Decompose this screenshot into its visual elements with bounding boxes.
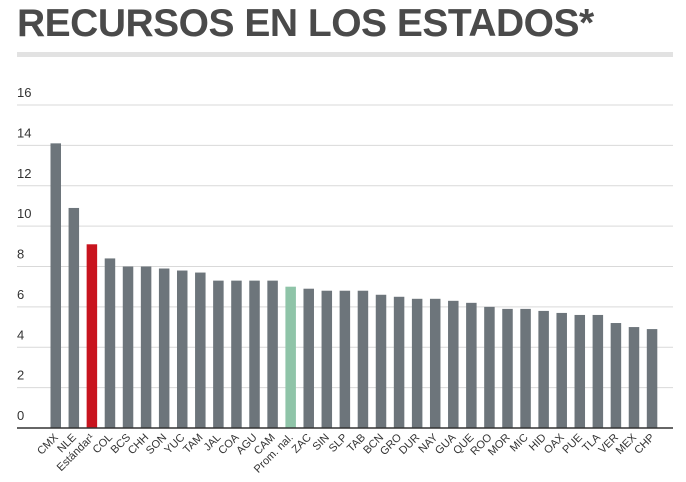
bar-prom-nal	[285, 286, 296, 428]
y-tick-label: 12	[17, 166, 31, 181]
bar-tam	[195, 272, 206, 428]
bar-yuc	[176, 270, 188, 428]
bar-tab	[357, 290, 369, 428]
bar-ver	[610, 323, 622, 428]
y-axis-ticks: 0 2 4 6 8 10 12 14 16	[17, 85, 31, 423]
bar-roo	[484, 306, 495, 428]
x-tick-label: SIN	[310, 432, 331, 453]
x-axis-labels: CMXNLEEstándar¹COLBCSCHHSONYUCTAMJALCOAA…	[35, 431, 657, 475]
bar-sin	[321, 290, 333, 428]
bar-mex	[628, 327, 640, 428]
bar-mor	[502, 308, 513, 428]
bar-oax	[556, 312, 567, 428]
y-tick-label: 0	[17, 408, 24, 423]
bar-col	[104, 258, 116, 428]
bar-son	[158, 268, 170, 428]
bar-hid	[538, 310, 549, 428]
bar-chh	[140, 266, 152, 428]
y-tick-label: 16	[17, 85, 31, 100]
chart-title: RECURSOS EN LOS ESTADOS*	[17, 2, 594, 45]
x-tick-label: CHP	[632, 432, 657, 457]
y-tick-label: 8	[17, 247, 24, 262]
x-tick-label: SLP	[327, 432, 350, 455]
bars	[50, 143, 658, 428]
bar-zac	[303, 288, 314, 428]
bar-bcs	[122, 266, 134, 428]
bar-jal	[213, 280, 224, 428]
bar-nay	[429, 298, 441, 428]
bar-mic	[520, 308, 531, 428]
bar-bcn	[375, 294, 387, 428]
bar-cmx	[50, 143, 61, 428]
bar-agu	[249, 280, 260, 428]
bar-gua	[448, 300, 459, 428]
y-tick-label: 10	[17, 206, 31, 221]
bar-chp	[646, 329, 658, 428]
y-tick-label: 2	[17, 368, 24, 383]
bar-est-ndar	[86, 244, 98, 428]
bar-gro	[393, 296, 405, 428]
y-tick-label: 14	[17, 125, 31, 140]
title-divider	[17, 52, 673, 57]
bar-dur	[411, 298, 423, 428]
y-tick-label: 6	[17, 287, 24, 302]
bar-pue	[574, 314, 586, 428]
bar-slp	[339, 290, 351, 428]
bar-coa	[231, 280, 242, 428]
bar-nle	[68, 207, 80, 428]
y-tick-label: 4	[17, 327, 24, 342]
bar-cam	[267, 280, 278, 428]
bar-que	[466, 302, 477, 428]
x-tick-label: MIC	[508, 432, 531, 455]
bar-tla	[592, 314, 604, 428]
